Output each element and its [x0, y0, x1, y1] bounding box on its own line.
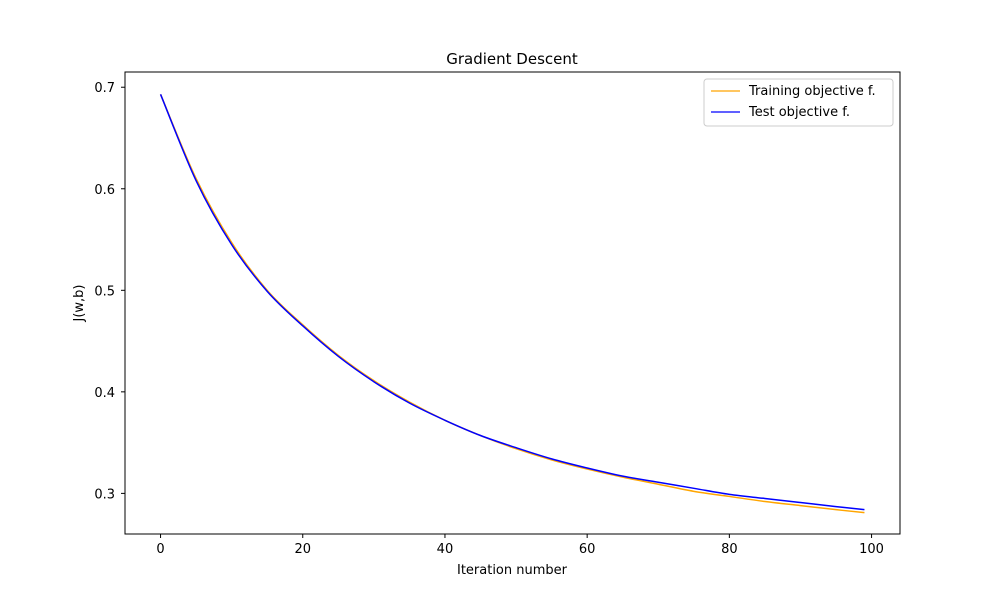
x-axis-label: Iteration number: [457, 563, 568, 578]
chart-title: Gradient Descent: [446, 50, 578, 68]
x-tick-label: 40: [437, 542, 454, 557]
y-tick-label: 0.7: [94, 81, 115, 96]
y-axis-label: J(w,b): [72, 285, 87, 323]
plot-area: [159, 94, 865, 514]
y-tick-label: 0.5: [94, 284, 115, 299]
axes-frame: [124, 71, 901, 535]
y-tick-label: 0.3: [94, 487, 115, 502]
x-tick-label: 20: [294, 542, 311, 557]
x-tick-label: 100: [859, 542, 884, 557]
x-tick-label: 80: [721, 542, 738, 557]
legend-box: [703, 78, 894, 127]
legend-label-test: Test objective f.: [748, 105, 850, 120]
x-tick-label: 60: [579, 542, 596, 557]
x-tick-label: 0: [156, 542, 164, 557]
legend: Training objective f. Test objective f.: [703, 78, 894, 127]
y-tick-label: 0.4: [94, 386, 115, 401]
x-axis-ticks: 0 20 40 60 80 100: [156, 534, 884, 557]
y-axis-ticks: 0.3 0.4 0.5 0.6 0.7: [94, 81, 125, 502]
legend-label-training: Training objective f.: [748, 84, 876, 99]
series-line-test: [159, 94, 865, 511]
y-tick-label: 0.6: [94, 183, 115, 198]
